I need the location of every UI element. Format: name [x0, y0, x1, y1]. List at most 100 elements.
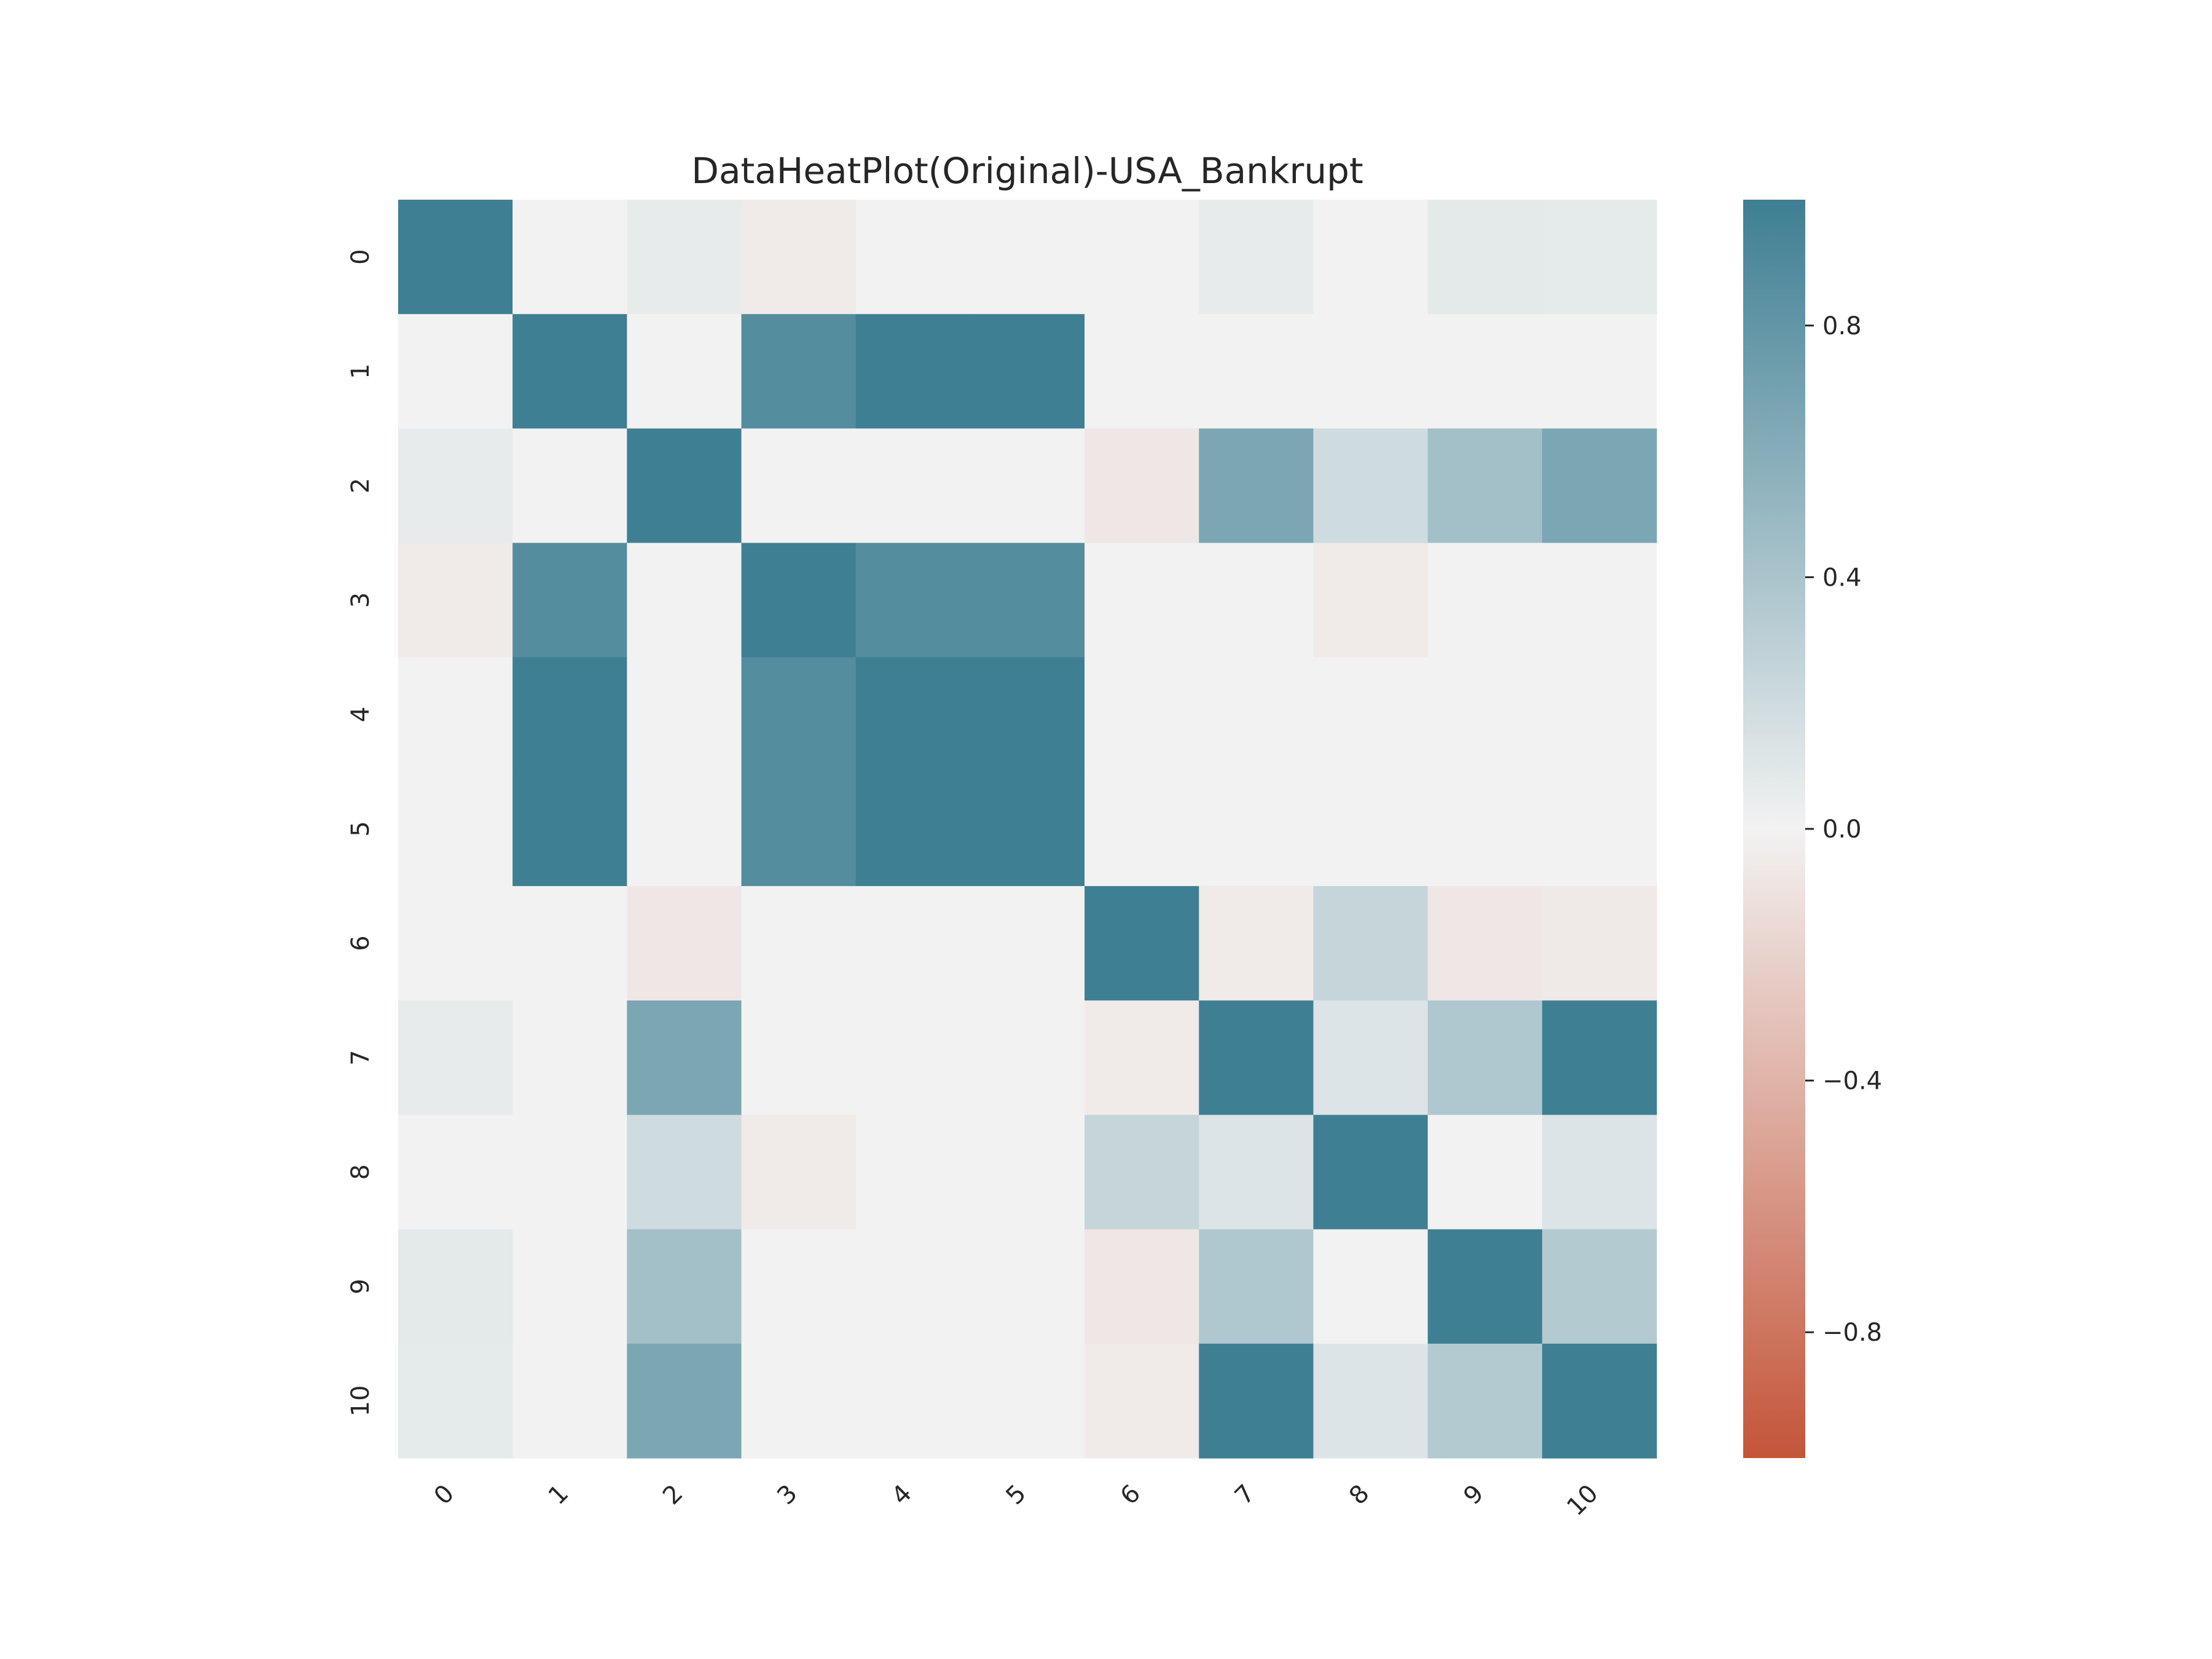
heatmap-cell-1-10: [1542, 314, 1657, 429]
y-tick-label-7: 7: [347, 1050, 375, 1065]
heatmap-cell-7-3: [741, 1000, 857, 1116]
heatmap-cell-4-8: [1313, 657, 1429, 772]
heatmap-cell-9-4: [855, 1229, 971, 1344]
heatmap-cell-3-6: [1084, 543, 1199, 658]
x-tick-label-3: 3: [772, 1480, 803, 1511]
heatmap-cell-1-5: [970, 314, 1085, 429]
heatmap-cell-10-4: [855, 1343, 971, 1459]
heatmap-cell-4-1: [512, 657, 627, 772]
heatmap-cell-1-2: [627, 314, 742, 429]
heatmap-cell-8-0: [398, 1115, 513, 1230]
colorbar-tick-label-4: −0.8: [1822, 1319, 1882, 1347]
heatmap-cell-10-0: [398, 1343, 513, 1459]
heatmap-cell-2-0: [398, 428, 513, 544]
heatmap-cell-6-9: [1427, 886, 1543, 1001]
y-tick-label-2: 2: [347, 478, 375, 493]
heatmap-cell-8-2: [627, 1115, 742, 1230]
heatmap-cell-4-10: [1542, 657, 1657, 772]
colorbar-tick-label-1: 0.4: [1822, 563, 1862, 592]
heatmap-cell-2-8: [1313, 428, 1429, 544]
heatmap-cell-8-7: [1199, 1115, 1314, 1230]
heatmap-cell-10-6: [1084, 1343, 1199, 1459]
x-tick-label-8: 8: [1344, 1480, 1375, 1511]
heatmap-cell-5-9: [1427, 771, 1543, 887]
heatmap-cell-1-1: [512, 314, 627, 429]
heatmap-cell-2-9: [1427, 428, 1543, 544]
heatmap-cell-4-0: [398, 657, 513, 772]
heatmap-cell-6-6: [1084, 886, 1199, 1001]
heatmap-cell-10-7: [1199, 1343, 1314, 1459]
heatmap-cell-3-0: [398, 543, 513, 658]
heatmap-cell-10-2: [627, 1343, 742, 1459]
heatmap-cell-10-1: [512, 1343, 627, 1459]
y-tick-label-3: 3: [347, 592, 375, 608]
heatmap-cell-9-0: [398, 1229, 513, 1344]
heatmap-cell-10-5: [970, 1343, 1085, 1459]
y-tick-label-9: 9: [347, 1279, 375, 1294]
heatmap-cell-2-10: [1542, 428, 1657, 544]
heatmap-cell-9-2: [627, 1229, 742, 1344]
heatmap-cell-0-3: [741, 200, 857, 315]
colorbar-tick-label-3: −0.4: [1822, 1067, 1882, 1096]
heatmap-cell-3-2: [627, 543, 742, 658]
x-tick-label-6: 6: [1115, 1480, 1147, 1511]
heatmap-cell-9-7: [1199, 1229, 1314, 1344]
heatmap-cell-2-7: [1199, 428, 1314, 544]
heatmap-cell-5-6: [1084, 771, 1199, 887]
heatmap-cells: [398, 200, 1657, 1459]
heatmap-cell-6-5: [970, 886, 1085, 1001]
x-tick-label-7: 7: [1230, 1480, 1261, 1511]
heatmap-cell-3-3: [741, 543, 857, 658]
heatmap-cell-6-2: [627, 886, 742, 1001]
chart-title: DataHeatPlot(Original)-USA_Bankrupt: [691, 150, 1363, 192]
heatmap-cell-1-8: [1313, 314, 1429, 429]
heatmap-cell-7-1: [512, 1000, 627, 1116]
heatmap-cell-0-8: [1313, 200, 1429, 315]
y-tick-label-6: 6: [347, 935, 375, 951]
heatmap-cell-0-7: [1199, 200, 1314, 315]
heatmap-cell-5-3: [741, 771, 857, 887]
heatmap-cell-1-0: [398, 314, 513, 429]
x-tick-label-1: 1: [543, 1480, 575, 1511]
heatmap-cell-5-8: [1313, 771, 1429, 887]
heatmap-cell-0-5: [970, 200, 1085, 315]
heatmap-cell-2-1: [512, 428, 627, 544]
heatmap-cell-10-8: [1313, 1343, 1429, 1459]
heatmap-cell-9-6: [1084, 1229, 1199, 1344]
heatmap-cell-5-1: [512, 771, 627, 887]
heatmap-cell-5-5: [970, 771, 1085, 887]
heatmap-cell-0-4: [855, 200, 971, 315]
heatmap-cell-4-5: [970, 657, 1085, 772]
heatmap-cell-3-4: [855, 543, 971, 658]
y-tick-label-5: 5: [347, 821, 375, 836]
heatmap-cell-2-5: [970, 428, 1085, 544]
heatmap-cell-0-10: [1542, 200, 1657, 315]
heatmap-cell-1-3: [741, 314, 857, 429]
heatmap-cell-4-4: [855, 657, 971, 772]
heatmap-cell-8-5: [970, 1115, 1085, 1230]
heatmap-cell-0-6: [1084, 200, 1199, 315]
heatmap-cell-3-9: [1427, 543, 1543, 658]
heatmap-cell-7-10: [1542, 1000, 1657, 1116]
heatmap-cell-4-6: [1084, 657, 1199, 772]
heatmap-cell-7-7: [1199, 1000, 1314, 1116]
heatmap-cell-3-8: [1313, 543, 1429, 658]
heatmap-cell-9-10: [1542, 1229, 1657, 1344]
heatmap-cell-9-9: [1427, 1229, 1543, 1344]
heatmap-cell-0-9: [1427, 200, 1543, 315]
heatmap-cell-2-4: [855, 428, 971, 544]
heatmap-cell-7-2: [627, 1000, 742, 1116]
heatmap-cell-8-9: [1427, 1115, 1543, 1230]
heatmap-cell-3-10: [1542, 543, 1657, 658]
heatmap-cell-3-5: [970, 543, 1085, 658]
colorbar-ticks: 0.8 0.4 0.0 −0.4 −0.8: [1805, 312, 1882, 1347]
heatmap-cell-4-9: [1427, 657, 1543, 772]
heatmap-cell-6-3: [741, 886, 857, 1001]
heatmap-cell-5-7: [1199, 771, 1314, 887]
heatmap-cell-9-1: [512, 1229, 627, 1344]
heatmap-cell-7-8: [1313, 1000, 1429, 1116]
heatmap-cell-8-6: [1084, 1115, 1199, 1230]
heatmap-cell-7-0: [398, 1000, 513, 1116]
y-tick-labels: 0 1 2 3 4 5 6 7 8 9 10: [347, 249, 375, 1416]
